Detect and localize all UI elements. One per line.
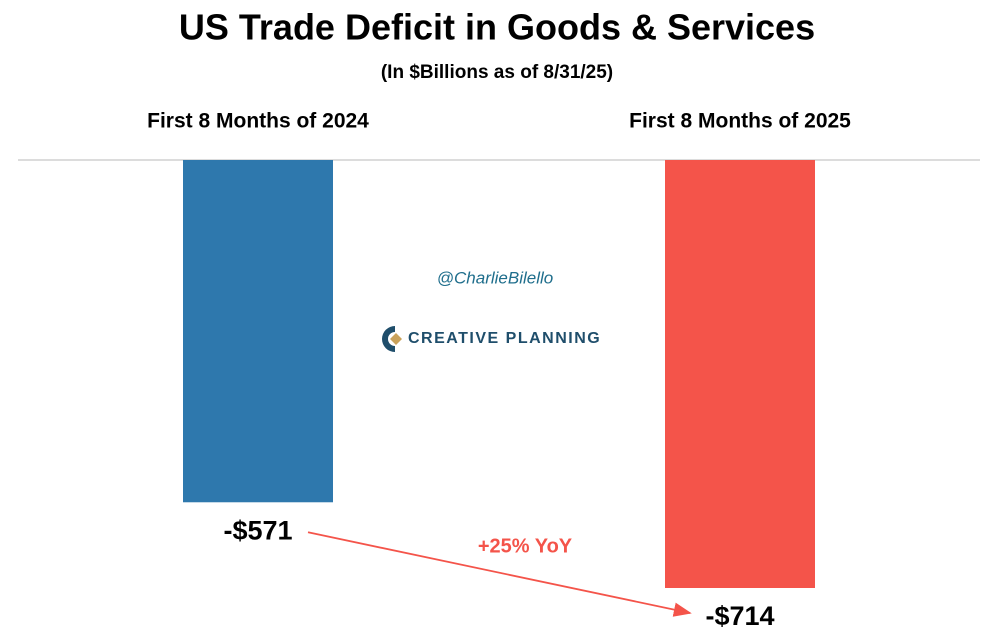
brand-logo — [382, 326, 402, 352]
bar — [665, 160, 815, 588]
bar — [183, 160, 333, 503]
category-label: First 8 Months of 2025 — [629, 110, 851, 133]
chart-title: US Trade Deficit in Goods & Services — [179, 7, 815, 48]
chart-subtitle: (In $Billions as of 8/31/25) — [381, 62, 613, 83]
watermark: @CharlieBilello — [437, 268, 553, 287]
category-label: First 8 Months of 2024 — [147, 110, 369, 133]
annotation: +25% YoY — [478, 535, 573, 557]
brand-name: CREATIVE PLANNING — [408, 330, 601, 347]
trend-arrow — [307, 531, 692, 617]
value-label: -$571 — [223, 515, 292, 545]
value-label: -$714 — [705, 601, 774, 631]
